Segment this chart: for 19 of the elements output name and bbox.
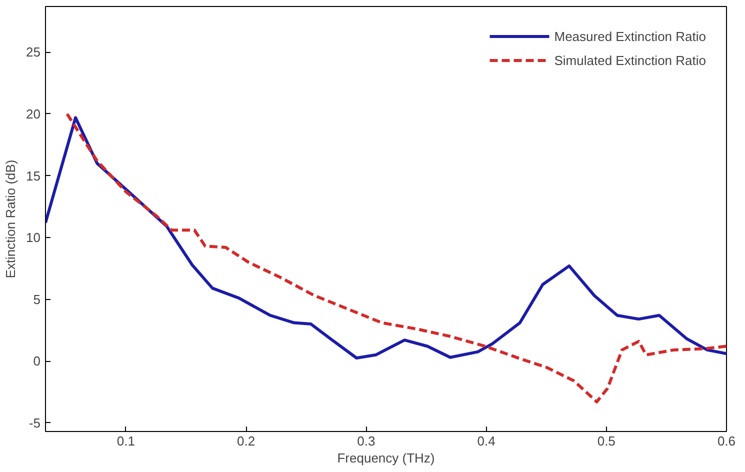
x-tick-label: 0.4 [477,434,496,448]
x-tick-label: 0.2 [237,434,256,448]
y-tick-label: -5 [28,415,41,430]
y-tick-label: 15 [26,168,41,184]
x-tick-label: 0.6 [717,434,736,448]
x-tick-label: 0.5 [597,434,616,448]
y-tick-label: 20 [26,106,41,122]
y-tick-label: 10 [26,230,41,246]
legend-label: Simulated Extinction Ratio [554,52,706,68]
y-tick-label: 5 [33,292,41,307]
legend-label: Measured Extinction Ratio [554,28,706,44]
x-tick-label: 0.1 [116,434,136,448]
y-tick-label: 25 [26,44,41,60]
x-tick-label: 0.3 [357,434,376,448]
y-axis-title: Extinction Ratio (dB) [3,160,18,278]
line-series [46,116,726,360]
x-axis-title: Frequency (THz) [337,450,435,466]
line-series [66,112,726,404]
y-tick-label: 0 [33,354,41,369]
